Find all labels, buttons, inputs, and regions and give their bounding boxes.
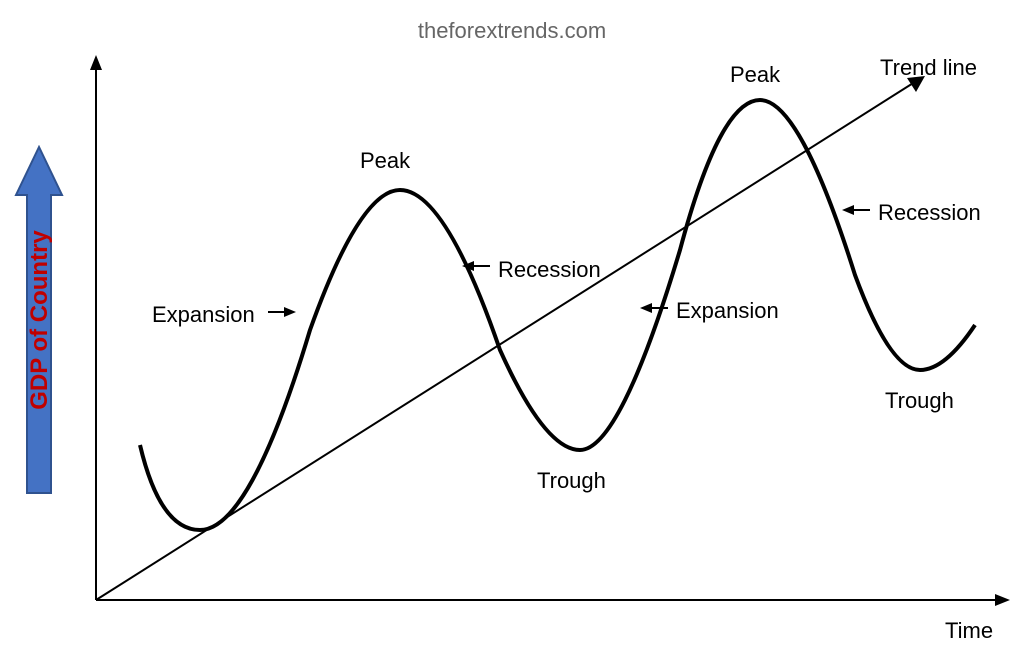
trough2-label: Trough — [885, 388, 954, 414]
x-axis-label: Time — [945, 618, 993, 644]
x-axis — [96, 594, 1010, 606]
business-cycle-chart: GDP of Country Expansion Peak Recession … — [0, 0, 1024, 645]
peak1-label: Peak — [360, 148, 410, 174]
trough1-label: Trough — [537, 468, 606, 494]
gdp-arrow: GDP of Country — [12, 145, 67, 495]
recession2-label: Recession — [878, 200, 981, 226]
business-cycle-curve — [140, 100, 975, 530]
y-axis — [90, 55, 102, 600]
y-axis-label: GDP of Country — [26, 230, 54, 410]
recession2-pointer — [842, 205, 870, 215]
peak2-label: Peak — [730, 62, 780, 88]
expansion2-label: Expansion — [676, 298, 779, 324]
expansion1-label: Expansion — [152, 302, 255, 328]
expansion1-pointer — [268, 307, 296, 317]
recession1-label: Recession — [498, 257, 601, 283]
trend-line-label: Trend line — [880, 55, 977, 81]
